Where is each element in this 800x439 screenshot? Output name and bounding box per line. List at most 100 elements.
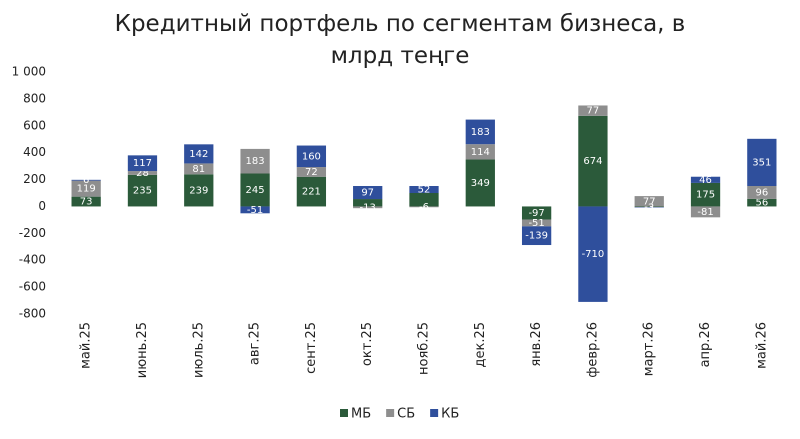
x-tick-label: янв.26 [529, 322, 544, 367]
bar-segment [465, 144, 495, 160]
data-label: 96 [755, 187, 768, 198]
bar-segment [690, 182, 721, 207]
bar-segment [127, 174, 158, 207]
data-label: 245 [246, 185, 265, 196]
data-label: 97 [361, 188, 374, 199]
bar-segment [521, 226, 552, 246]
data-label: 142 [189, 149, 208, 160]
data-label: -3 [644, 202, 654, 213]
bar-segment [296, 145, 327, 168]
x-tick-label: май.26 [754, 322, 769, 369]
legend-swatch [430, 409, 439, 417]
y-tick-label: 800 [23, 91, 46, 105]
bar-segment [127, 155, 158, 172]
bar-segment [71, 196, 101, 207]
x-tick-label: окт.25 [360, 322, 375, 366]
x-tick-label: апр.26 [698, 322, 713, 367]
data-label: -13 [360, 202, 376, 213]
x-tick-label: авг.25 [248, 322, 263, 365]
legend-swatch [386, 409, 395, 417]
bar-segment [184, 174, 214, 207]
y-tick-label: 0 [38, 199, 46, 213]
x-tick-label: нояб.25 [417, 322, 432, 375]
bar-segment [578, 105, 608, 116]
data-label: 674 [583, 156, 602, 167]
data-label: 77 [643, 196, 656, 207]
data-label: 81 [192, 164, 205, 175]
legend-swatch [340, 409, 348, 417]
bar-segment [184, 144, 214, 164]
y-tick-label: 1 000 [12, 65, 46, 79]
bar-segment [747, 138, 777, 187]
bar-segment [240, 148, 270, 174]
bar-segment [521, 219, 552, 227]
data-label: 28 [136, 168, 149, 179]
bar-segment [71, 180, 101, 197]
bar-segment [578, 206, 608, 302]
bar-segment [578, 115, 608, 207]
bar-segment [465, 159, 495, 207]
x-tick-label: март.26 [642, 322, 657, 376]
data-label: 183 [471, 127, 490, 138]
bar-segment [353, 199, 383, 207]
x-tick-label: дек.25 [473, 322, 488, 368]
bar-segment [184, 163, 214, 175]
data-label: 349 [471, 178, 490, 189]
data-label: -6 [419, 202, 429, 213]
chart-title: Кредитный портфель по сегментам бизнеса,… [114, 11, 686, 69]
data-label: 160 [302, 151, 321, 162]
data-label: 239 [189, 185, 208, 196]
bar-segment [296, 176, 327, 207]
data-label: -97 [528, 208, 544, 219]
bar-segment [409, 186, 439, 193]
data-label: 72 [305, 167, 318, 178]
bar-segment [747, 198, 777, 207]
y-tick-label: -800 [19, 307, 46, 321]
data-label: -81 [697, 207, 713, 218]
bar-segment [353, 186, 383, 200]
data-label: 235 [133, 186, 152, 197]
bar-segment [690, 176, 721, 183]
x-tick-label: сент.25 [304, 322, 319, 374]
bar-segment [296, 167, 327, 177]
y-tick-label: -200 [19, 226, 46, 240]
bar-segment [747, 186, 777, 199]
y-tick-label: 600 [23, 118, 46, 132]
bar-segment [353, 206, 383, 209]
y-tick-label: 200 [23, 172, 46, 186]
data-label: 221 [302, 187, 321, 198]
x-tick-label: февр.26 [585, 322, 600, 378]
data-label: 114 [471, 147, 490, 158]
data-label: 117 [133, 158, 152, 169]
data-label: 351 [752, 157, 771, 168]
data-label: -710 [582, 249, 605, 260]
data-label: 52 [418, 185, 431, 196]
bar-segment [409, 206, 439, 208]
legend-label: КБ [441, 407, 459, 422]
data-label: 175 [696, 190, 715, 201]
legend-label: СБ [397, 407, 415, 422]
data-label: 77 [587, 106, 600, 117]
legend-label: МБ [351, 407, 371, 422]
x-tick-label: июнь.25 [135, 322, 150, 378]
y-tick-label: -600 [19, 280, 46, 294]
data-label: 6 [83, 175, 89, 186]
data-label: -139 [525, 231, 548, 242]
bar-segment [240, 206, 270, 214]
data-label: 73 [80, 197, 93, 208]
data-label: 56 [755, 198, 768, 209]
data-label: 46 [699, 175, 712, 186]
bar-segment [127, 171, 158, 175]
data-label: -51 [247, 205, 263, 216]
bar-segment [71, 179, 101, 181]
bar-segment [521, 206, 552, 220]
data-label: 119 [77, 184, 96, 195]
bar-segment [465, 119, 495, 145]
bar-segment [690, 206, 721, 218]
y-tick-label: 400 [23, 145, 46, 159]
bar-segment [409, 193, 439, 207]
data-label: 183 [246, 156, 265, 167]
data-label: -51 [528, 218, 544, 229]
